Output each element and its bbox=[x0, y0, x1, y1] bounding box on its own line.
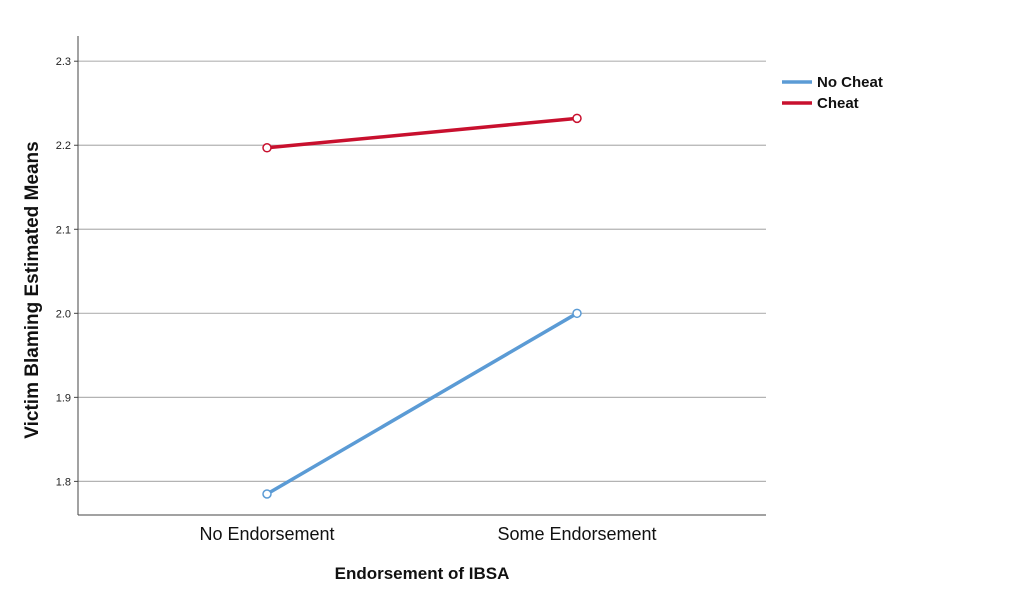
y-tick-label: 2.0 bbox=[56, 308, 71, 320]
y-tick-label: 2.1 bbox=[56, 224, 71, 236]
y-tick-label: 1.8 bbox=[56, 476, 71, 488]
series-line-no-cheat bbox=[266, 311, 578, 496]
y-tick-label: 2.2 bbox=[56, 140, 71, 152]
data-point bbox=[572, 113, 582, 124]
x-tick-label: Some Endorsement bbox=[497, 524, 656, 544]
y-tick-label: 1.9 bbox=[56, 392, 71, 404]
x-tick-label: No Endorsement bbox=[199, 524, 334, 544]
data-point bbox=[262, 143, 272, 153]
x-axis-title: Endorsement of IBSA bbox=[335, 564, 510, 583]
legend: No Cheat Cheat bbox=[782, 74, 883, 112]
y-tick-label: 2.3 bbox=[56, 56, 71, 68]
y-tick-labels: 1.8 1.9 2.0 2.1 2.2 2.3 bbox=[56, 56, 71, 488]
x-tick-labels: No Endorsement Some Endorsement bbox=[199, 524, 656, 544]
series-line-cheat bbox=[266, 116, 578, 150]
y-axis-title: Victim Blaming Estimated Means bbox=[22, 141, 43, 438]
legend-label: Cheat bbox=[817, 95, 859, 112]
gridlines bbox=[74, 60, 766, 482]
data-point bbox=[572, 308, 582, 319]
series-group bbox=[262, 113, 582, 499]
legend-label: No Cheat bbox=[817, 74, 883, 91]
data-point bbox=[262, 489, 272, 499]
axes bbox=[77, 36, 766, 516]
